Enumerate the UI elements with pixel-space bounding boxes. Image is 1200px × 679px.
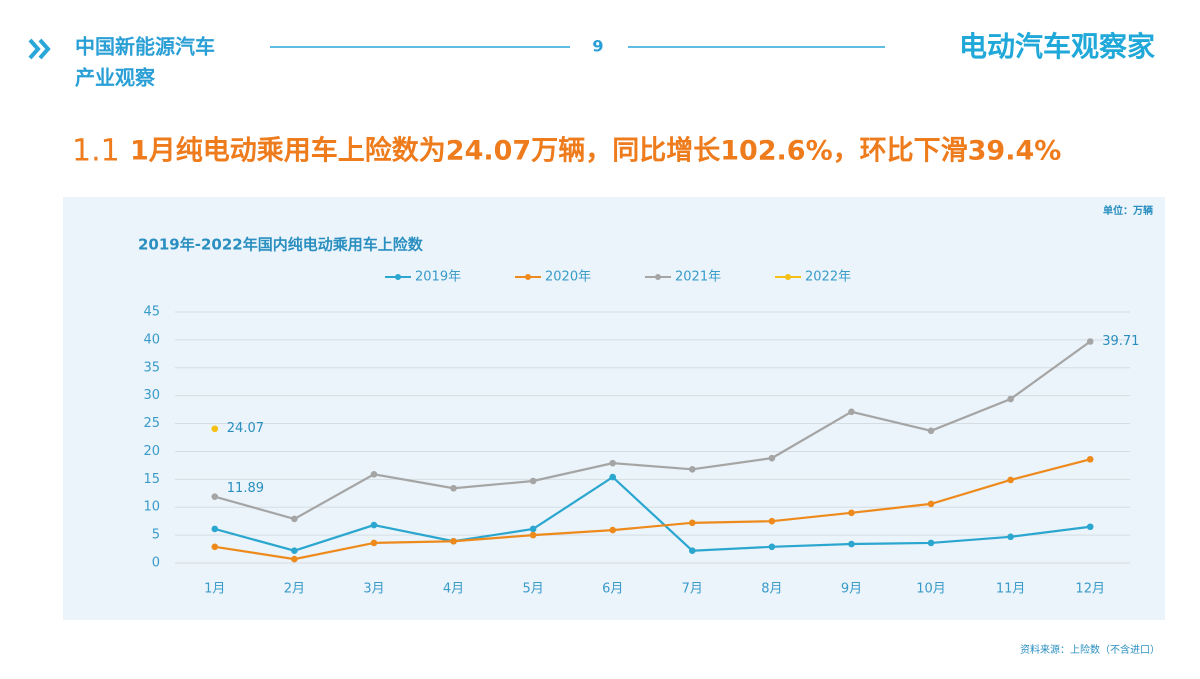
legend-marker — [785, 274, 791, 280]
legend-label: 2020年 — [545, 270, 591, 285]
x-tick-label: 2月 — [284, 582, 305, 597]
section-title: 中国新能源汽车 — [75, 35, 215, 59]
brand: 电动汽车观察家 — [959, 30, 1155, 63]
data-point — [211, 493, 219, 500]
x-tick-label: 9月 — [841, 582, 862, 597]
data-point — [529, 525, 537, 533]
y-tick-label: 40 — [143, 332, 160, 347]
data-point — [1086, 523, 1094, 531]
data-point — [1086, 455, 1094, 463]
series-line — [214, 340, 1091, 521]
unit-note: 单位：万辆 — [1103, 204, 1153, 217]
data-point — [609, 459, 617, 467]
data-point — [450, 537, 457, 545]
data-point — [848, 509, 855, 517]
data-point — [927, 427, 935, 435]
data-point — [688, 519, 696, 527]
x-tick-label: 11月 — [996, 582, 1026, 597]
data-point — [291, 555, 298, 563]
data-point — [688, 547, 696, 555]
data-point — [848, 540, 855, 548]
chart-panel — [63, 197, 1165, 620]
y-tick-label: 5 — [152, 528, 160, 543]
data-point — [1007, 476, 1014, 484]
data-point — [370, 521, 378, 529]
data-point — [688, 465, 696, 473]
y-tick-label: 15 — [143, 472, 160, 487]
data-point — [529, 531, 537, 539]
page-number: 9 — [592, 37, 603, 56]
x-tick-label: 10月 — [916, 582, 946, 597]
section-title: 产业观察 — [75, 66, 156, 90]
series-line — [214, 458, 1091, 561]
legend-label: 2021年 — [675, 270, 721, 285]
data-point — [848, 408, 855, 416]
x-tick-label: 4月 — [443, 582, 464, 597]
data-point — [370, 471, 378, 478]
legend-label: 2022年 — [805, 270, 851, 285]
heading-text: 1月纯电动乘用车上险数为24.07万辆，同比增长102.6%，环比下滑39.4% — [130, 135, 1061, 167]
data-label: 39.71 — [1102, 334, 1139, 349]
y-tick-label: 0 — [152, 556, 160, 571]
y-tick-label: 25 — [143, 416, 160, 431]
x-tick-label: 12月 — [1075, 582, 1105, 597]
data-point — [1007, 395, 1014, 403]
x-tick-label: 6月 — [602, 582, 623, 597]
x-tick-label: 5月 — [522, 582, 543, 597]
x-tick-label: 7月 — [682, 582, 703, 597]
data-point — [450, 484, 457, 492]
x-tick-label: 8月 — [761, 582, 782, 597]
data-point — [927, 500, 935, 508]
legend-marker — [655, 274, 661, 280]
y-tick-label: 10 — [143, 500, 160, 515]
data-point — [291, 515, 298, 523]
data-point — [1086, 338, 1094, 345]
data-point — [1007, 533, 1014, 541]
data-label: 24.07 — [227, 421, 264, 436]
x-tick-label: 3月 — [363, 582, 384, 597]
data-point — [609, 473, 617, 481]
data-point — [211, 425, 219, 433]
y-tick-label: 30 — [143, 388, 160, 403]
data-point — [370, 539, 378, 547]
y-tick-label: 45 — [143, 305, 160, 320]
data-label: 11.89 — [227, 481, 264, 496]
heading-number: 1.1 — [72, 134, 120, 169]
data-point — [768, 454, 776, 462]
chart-title: 2019年-2022年国内纯电动乘用车上险数 — [138, 236, 424, 254]
data-point — [291, 547, 298, 555]
data-point — [768, 543, 776, 551]
x-tick-label: 1月 — [204, 582, 225, 597]
y-tick-label: 35 — [143, 360, 160, 375]
legend-marker — [395, 274, 401, 280]
source-note: 资料来源：上险数（不含进口） — [1020, 643, 1160, 656]
legend-marker — [525, 274, 531, 280]
y-tick-label: 20 — [143, 444, 160, 459]
legend-label: 2019年 — [415, 270, 461, 285]
data-point — [211, 525, 219, 533]
data-point — [529, 477, 537, 485]
chevron-icon — [28, 38, 51, 60]
data-point — [211, 543, 219, 551]
data-point — [609, 526, 617, 534]
data-point — [927, 539, 935, 547]
data-point — [768, 517, 776, 525]
series-line — [214, 475, 1091, 552]
